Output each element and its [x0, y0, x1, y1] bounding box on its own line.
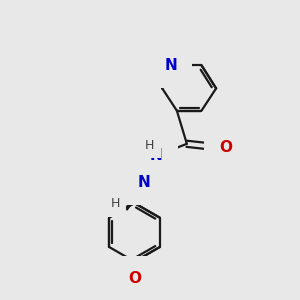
- Text: O: O: [128, 271, 141, 286]
- Text: O: O: [219, 140, 232, 155]
- Text: N: N: [137, 175, 150, 190]
- Text: N: N: [164, 58, 177, 73]
- Text: H: H: [145, 139, 154, 152]
- Text: H: H: [111, 197, 120, 210]
- Text: N: N: [150, 148, 162, 163]
